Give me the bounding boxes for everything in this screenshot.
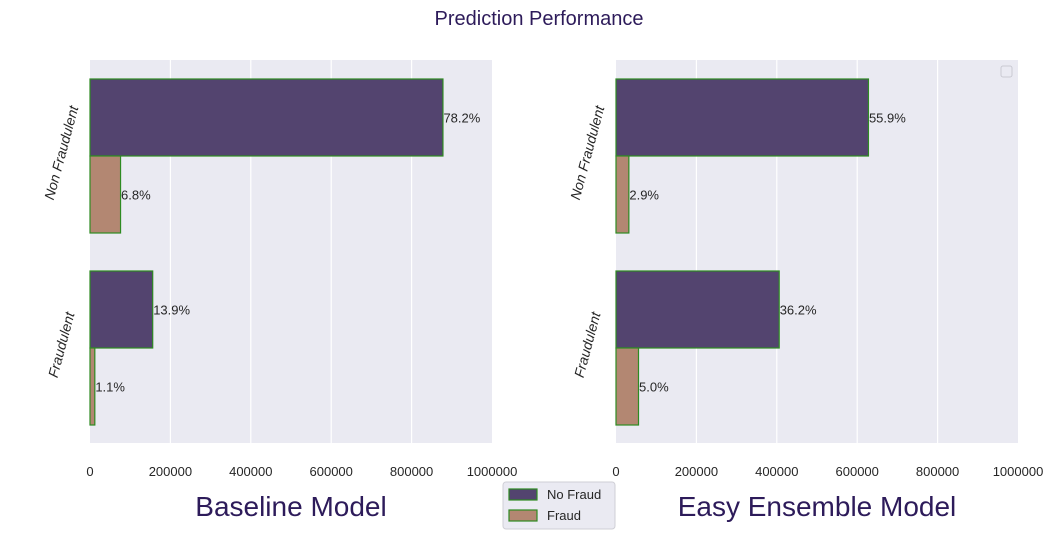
y-tick-label: Fraudulent [45,309,78,379]
bar-no-fraud [89,78,444,157]
x-tick-label: 800000 [916,464,959,479]
x-tick-label: 1000000 [467,464,518,479]
y-tick-label: Fraudulent [571,309,604,379]
data-label: 5.0% [639,380,669,395]
empty-legend-box [1000,65,1013,78]
bar-fraud [89,347,96,426]
legend-label: No Fraud [547,487,601,502]
data-label: 1.1% [95,380,125,395]
bar-fraud [615,347,640,426]
x-tick-label: 600000 [836,464,879,479]
easy-ensemble-model-chart: 0 200000 400000 600000 800000 1000000 55.9% 2.9… [567,60,1043,522]
bar-no-fraud [89,270,154,349]
x-tick-label: 800000 [390,464,433,479]
x-tick-label: 600000 [310,464,353,479]
x-axis-title: Easy Ensemble Model [678,491,957,522]
y-tick-label: Non Fraudulent [567,103,608,201]
y-tick-label: Non Fraudulent [41,103,82,201]
x-tick-label: 0 [86,464,93,479]
x-tick-label: 1000000 [993,464,1044,479]
x-tick-label: 400000 [229,464,272,479]
baseline-model-chart: 0 200000 400000 600000 800000 1000000 78.2% 6.8… [41,60,517,522]
x-tick-label: 400000 [755,464,798,479]
chart-suptitle: Prediction Performance [435,8,644,30]
data-label: 78.2% [443,111,480,126]
bar-fraud [615,155,630,234]
x-tick-label: 200000 [675,464,718,479]
x-tick-label: 200000 [149,464,192,479]
legend-label: Fraud [547,508,581,523]
bar-no-fraud [615,270,780,349]
data-label: 36.2% [780,303,817,318]
legend-swatch [508,509,538,522]
bar-no-fraud [615,78,870,157]
data-label: 55.9% [869,111,906,126]
bar-fraud [89,155,122,234]
legend-swatch [508,488,538,501]
data-label: 13.9% [153,303,190,318]
x-axis-title: Baseline Model [195,491,386,522]
data-label: 2.9% [629,188,659,203]
legend: No Fraud Fraud [502,481,616,530]
x-tick-label: 0 [612,464,619,479]
data-label: 6.8% [121,188,151,203]
